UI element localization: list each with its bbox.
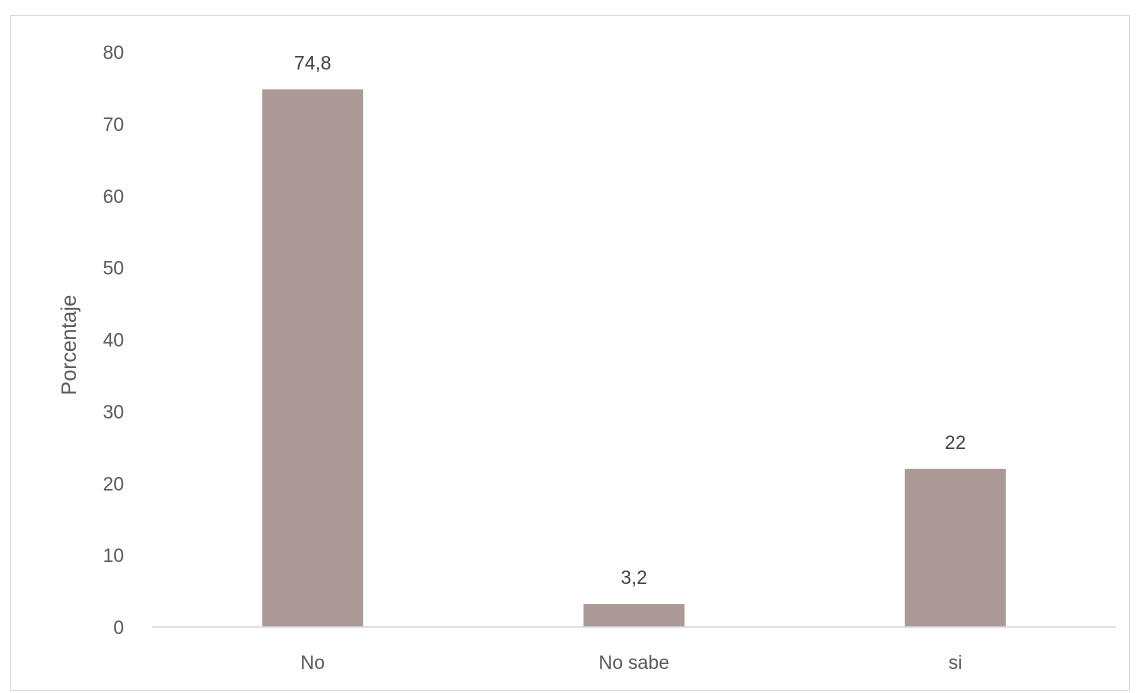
- y-tick-label: 70: [103, 115, 124, 136]
- x-tick-label: si: [948, 653, 962, 674]
- y-axis-ticks: 0 10 20 30 40 50 60 70 80: [103, 43, 124, 639]
- y-tick-label: 60: [103, 187, 124, 208]
- y-tick-label: 10: [103, 546, 124, 567]
- data-labels: 74,8 3,2 22: [294, 53, 966, 589]
- y-axis-label: Porcentaje: [58, 295, 81, 395]
- bar: [262, 89, 364, 627]
- y-tick-label: 80: [103, 43, 124, 64]
- bar: [904, 468, 1006, 627]
- y-tick-label: 30: [103, 402, 124, 423]
- data-label: 22: [945, 433, 966, 454]
- x-tick-label: No sabe: [599, 653, 670, 674]
- y-tick-label: 40: [103, 331, 124, 352]
- data-label: 3,2: [621, 568, 647, 589]
- y-tick-label: 20: [103, 474, 124, 495]
- data-label: 74,8: [294, 53, 331, 74]
- x-axis-ticks: No No sabe si: [301, 653, 963, 674]
- y-tick-label: 50: [103, 259, 124, 280]
- bar: [583, 604, 685, 627]
- bars: [262, 89, 1006, 627]
- x-tick-label: No: [301, 653, 325, 674]
- y-tick-label: 0: [113, 618, 124, 639]
